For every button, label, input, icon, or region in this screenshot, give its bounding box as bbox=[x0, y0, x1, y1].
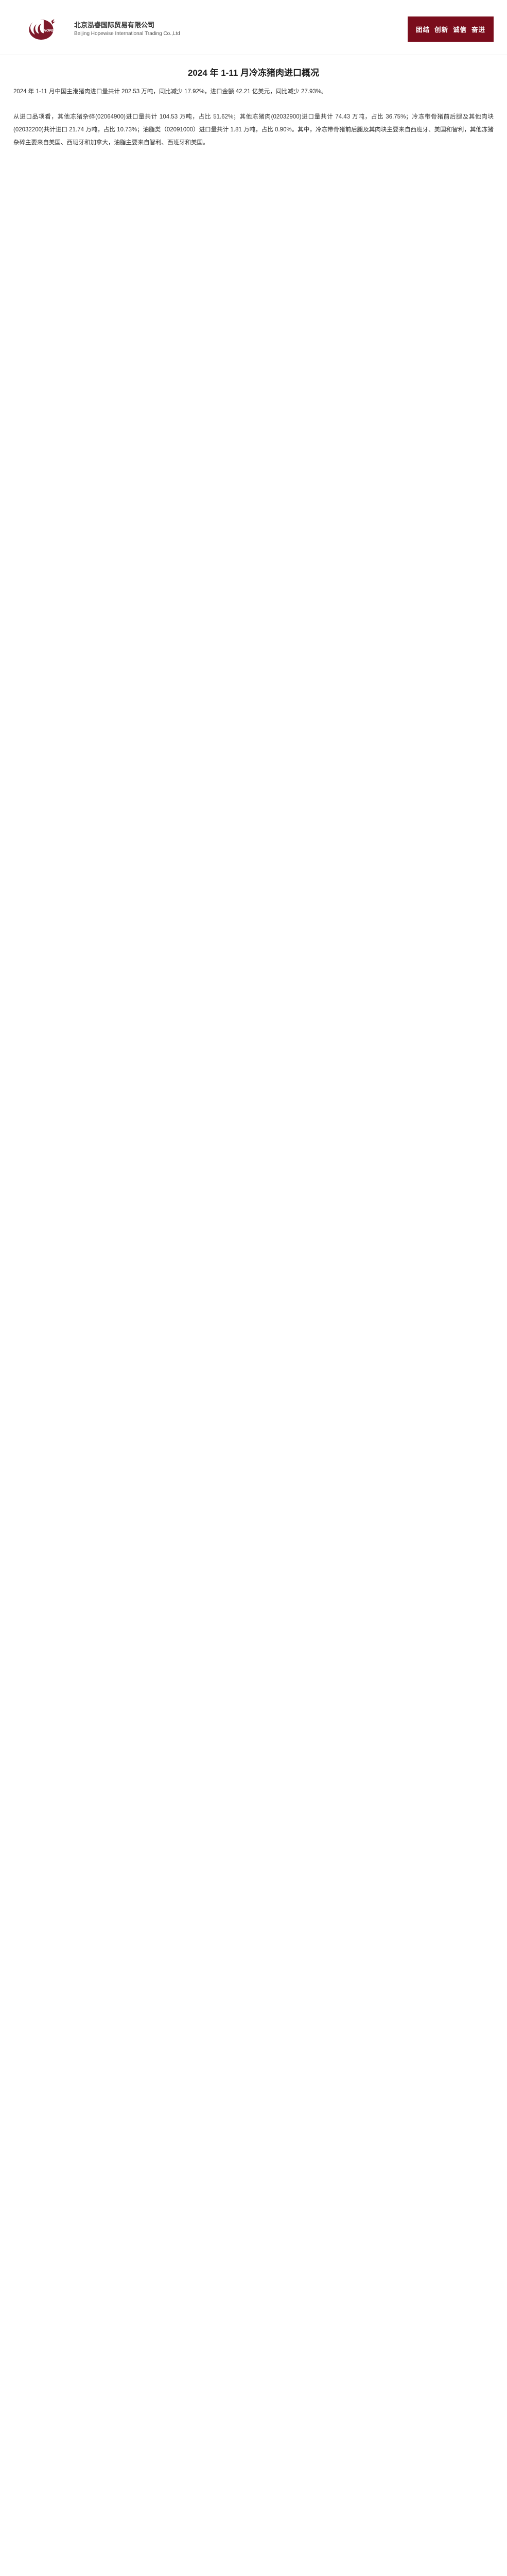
svg-text:HOPEWISE: HOPEWISE bbox=[44, 29, 63, 32]
